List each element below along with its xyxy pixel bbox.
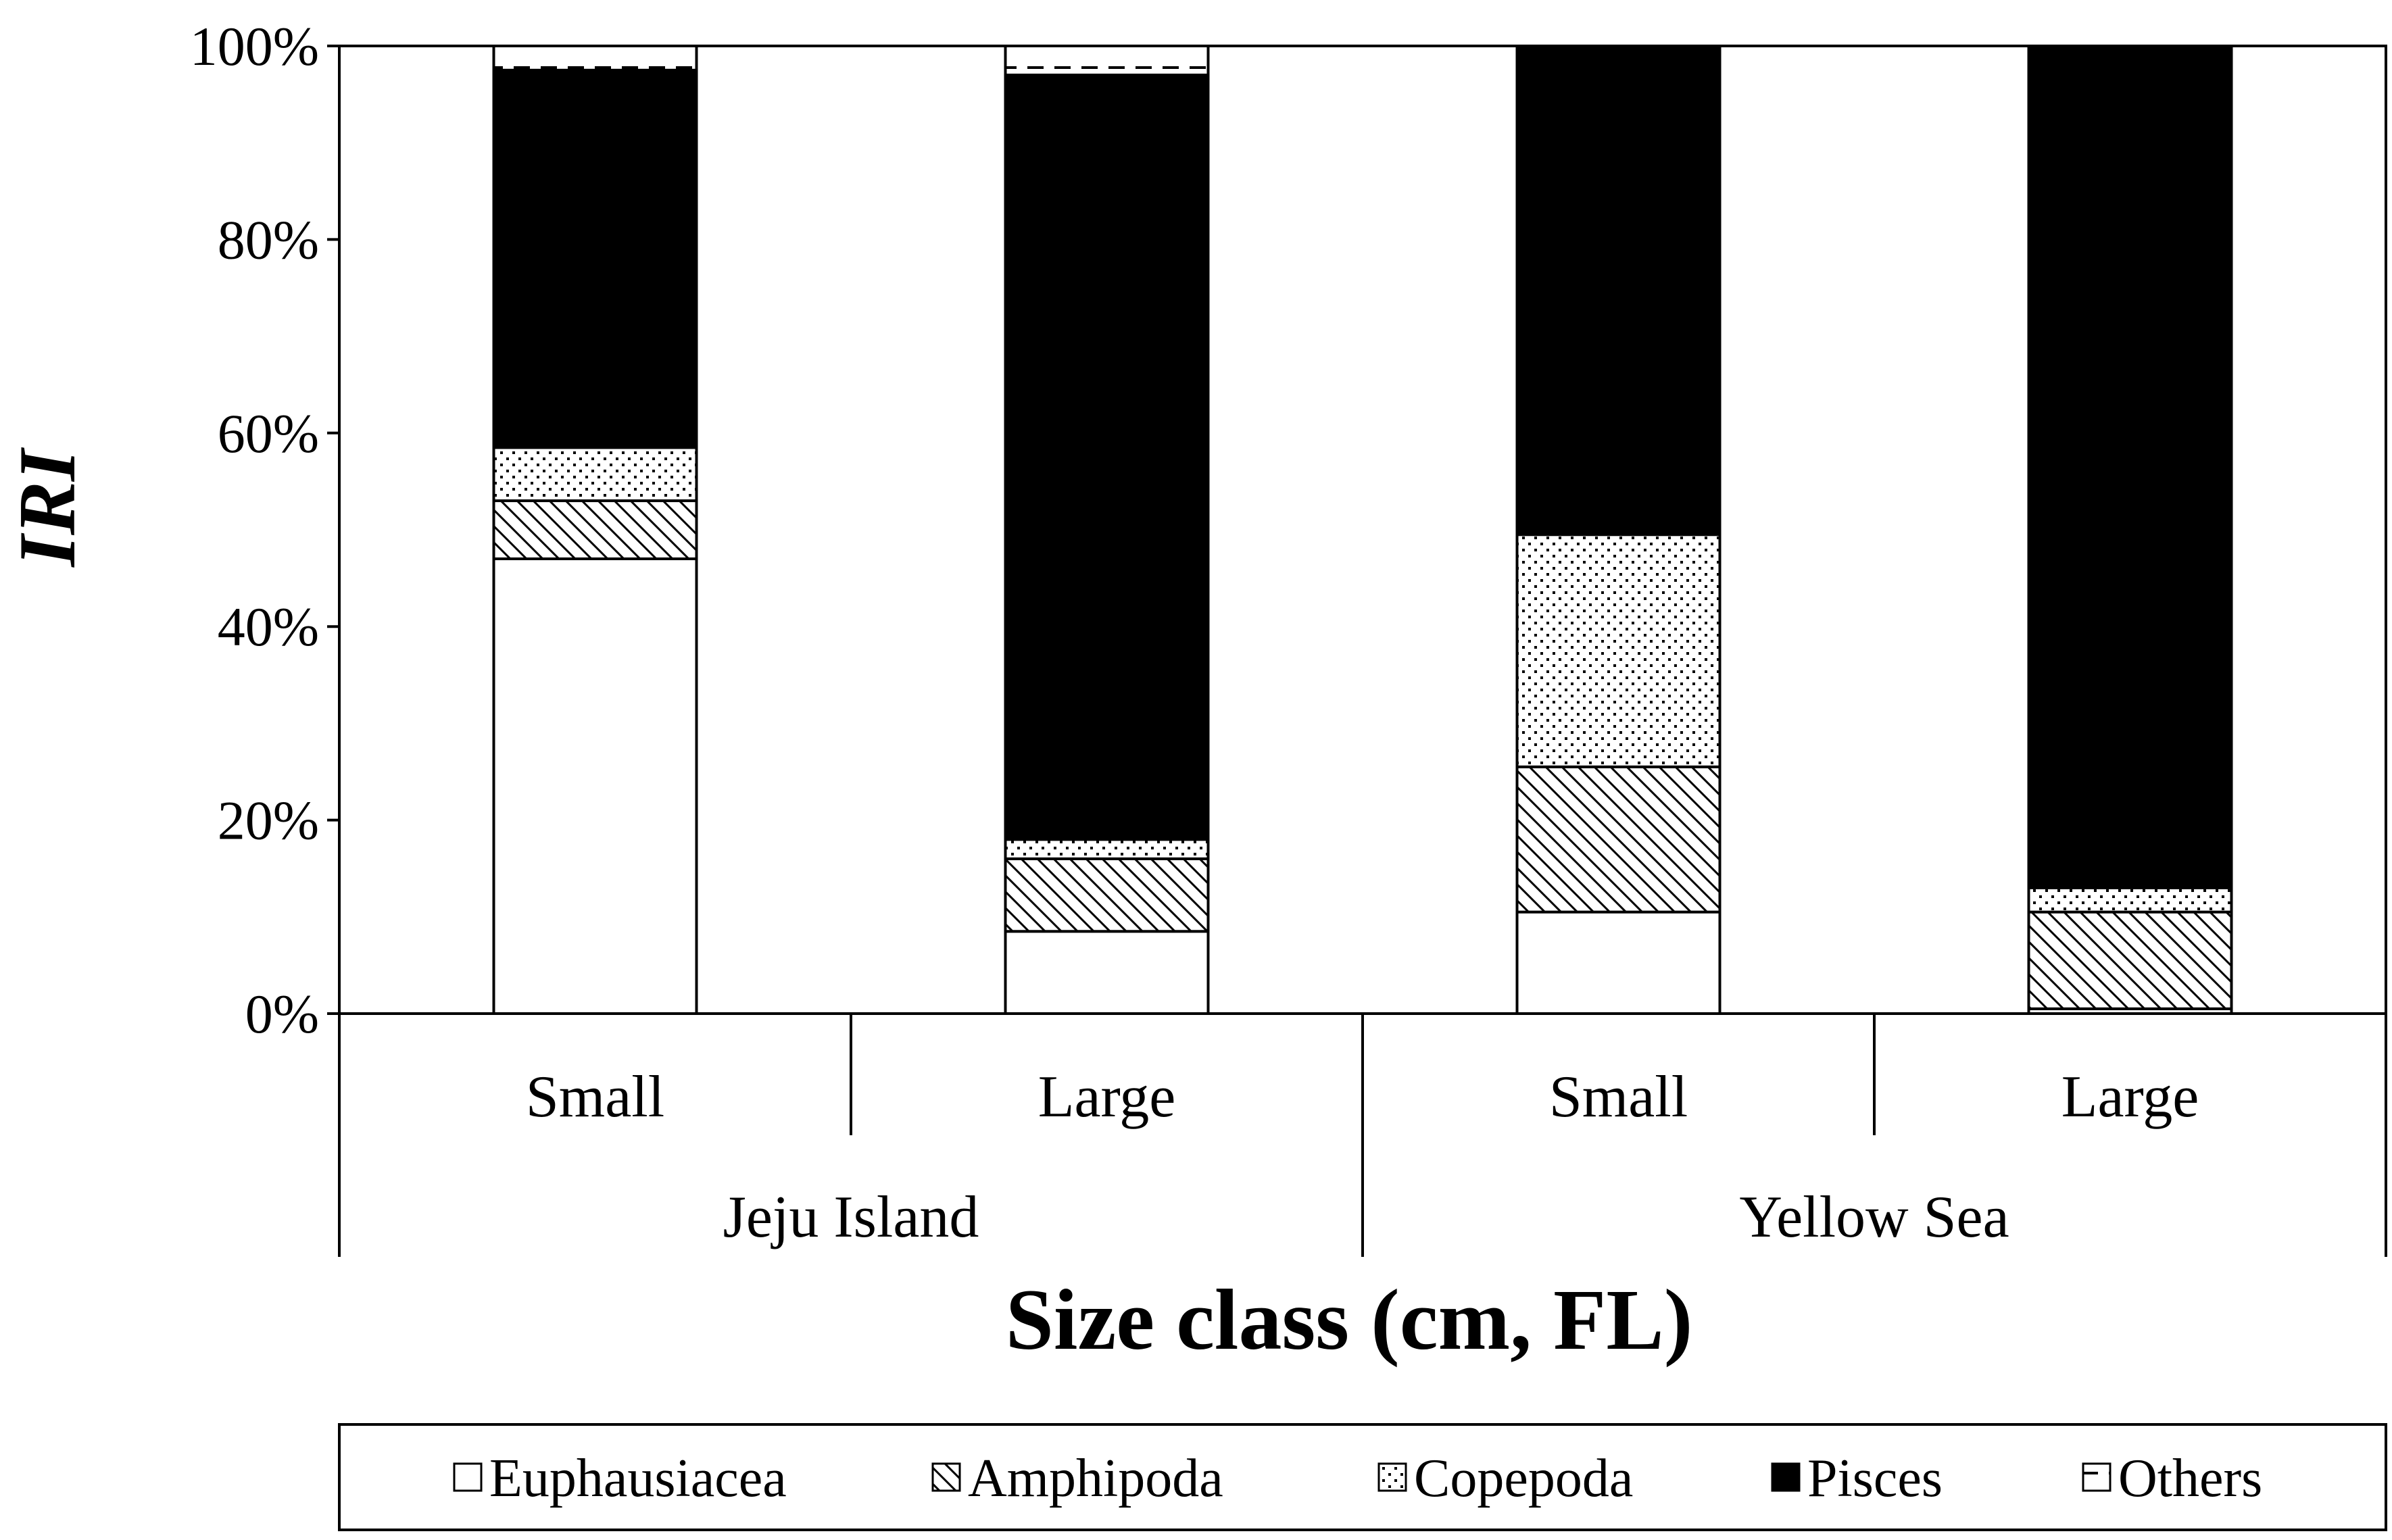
y-tick-label: 40%	[218, 596, 319, 657]
bar-segment-amphipoda	[1004, 857, 1210, 933]
bar-segment-copepoda	[1515, 533, 1722, 768]
bar-segment-pisces	[492, 68, 698, 449]
bar-segment-amphipoda	[2027, 910, 2233, 1010]
bar-segment-copepoda	[2027, 886, 2233, 914]
legend-swatch-pisces	[1771, 1462, 1801, 1492]
x-axis-title: Size class (cm, FL)	[1006, 1272, 1693, 1368]
legend-frame	[338, 1423, 2387, 1531]
bar-segment-others	[492, 45, 698, 72]
bar-segment-amphipoda	[1515, 765, 1722, 914]
legend-swatch-others	[2082, 1462, 2112, 1492]
x-axis: Small Large Small Large Jeju Island Yellow Se…	[338, 1014, 2387, 1257]
legend-label-euphausiacea: Euphausiacea	[489, 1449, 787, 1508]
bar-segment-pisces	[2027, 45, 2233, 889]
legend-label-copepoda: Copepoda	[1414, 1449, 1633, 1508]
y-axis-title: IRI	[2, 447, 92, 568]
legend-label-others: Others	[2118, 1449, 2262, 1508]
bar-segment-copepoda	[492, 446, 698, 503]
bar-segment-copepoda	[1004, 838, 1210, 860]
plot-area	[338, 45, 2387, 1016]
legend: Euphausiacea Amphipoda Copepoda Pisces Other…	[338, 1423, 2387, 1531]
y-tick-label: 60%	[218, 403, 319, 464]
legend-label-pisces: Pisces	[1807, 1449, 1943, 1508]
x-category-label: Large	[2061, 1064, 2199, 1130]
bar-segment-others	[1004, 45, 1210, 76]
y-tick-label: 100%	[190, 16, 319, 77]
legend-swatch-copepoda	[1377, 1462, 1407, 1492]
legend-label-amphipoda: Amphipoda	[968, 1449, 1223, 1508]
y-tick-label: 0%	[245, 983, 319, 1045]
legend-swatch-amphipoda	[931, 1462, 961, 1492]
bar-segment-euphausiacea	[1515, 910, 1722, 1016]
y-axis: 0% 20% 40% 60% 80% 100%	[190, 16, 339, 1045]
x-category-label: Large	[1038, 1064, 1176, 1130]
bar-segment-euphausiacea	[492, 557, 698, 1015]
y-tick-label: 20%	[218, 790, 319, 851]
bar-segment-pisces	[1004, 73, 1210, 841]
bar-segment-pisces	[1515, 45, 1722, 537]
y-tick-label: 80%	[218, 209, 319, 270]
bar-segment-euphausiacea	[1004, 930, 1210, 1016]
legend-swatch-euphausiacea	[453, 1462, 483, 1492]
bar-segment-amphipoda	[492, 499, 698, 560]
x-group-label: Yellow Sea	[1739, 1185, 2009, 1250]
x-category-label: Small	[1549, 1064, 1688, 1130]
x-category-label: Small	[526, 1064, 664, 1130]
x-group-label: Jeju Island	[723, 1185, 979, 1250]
